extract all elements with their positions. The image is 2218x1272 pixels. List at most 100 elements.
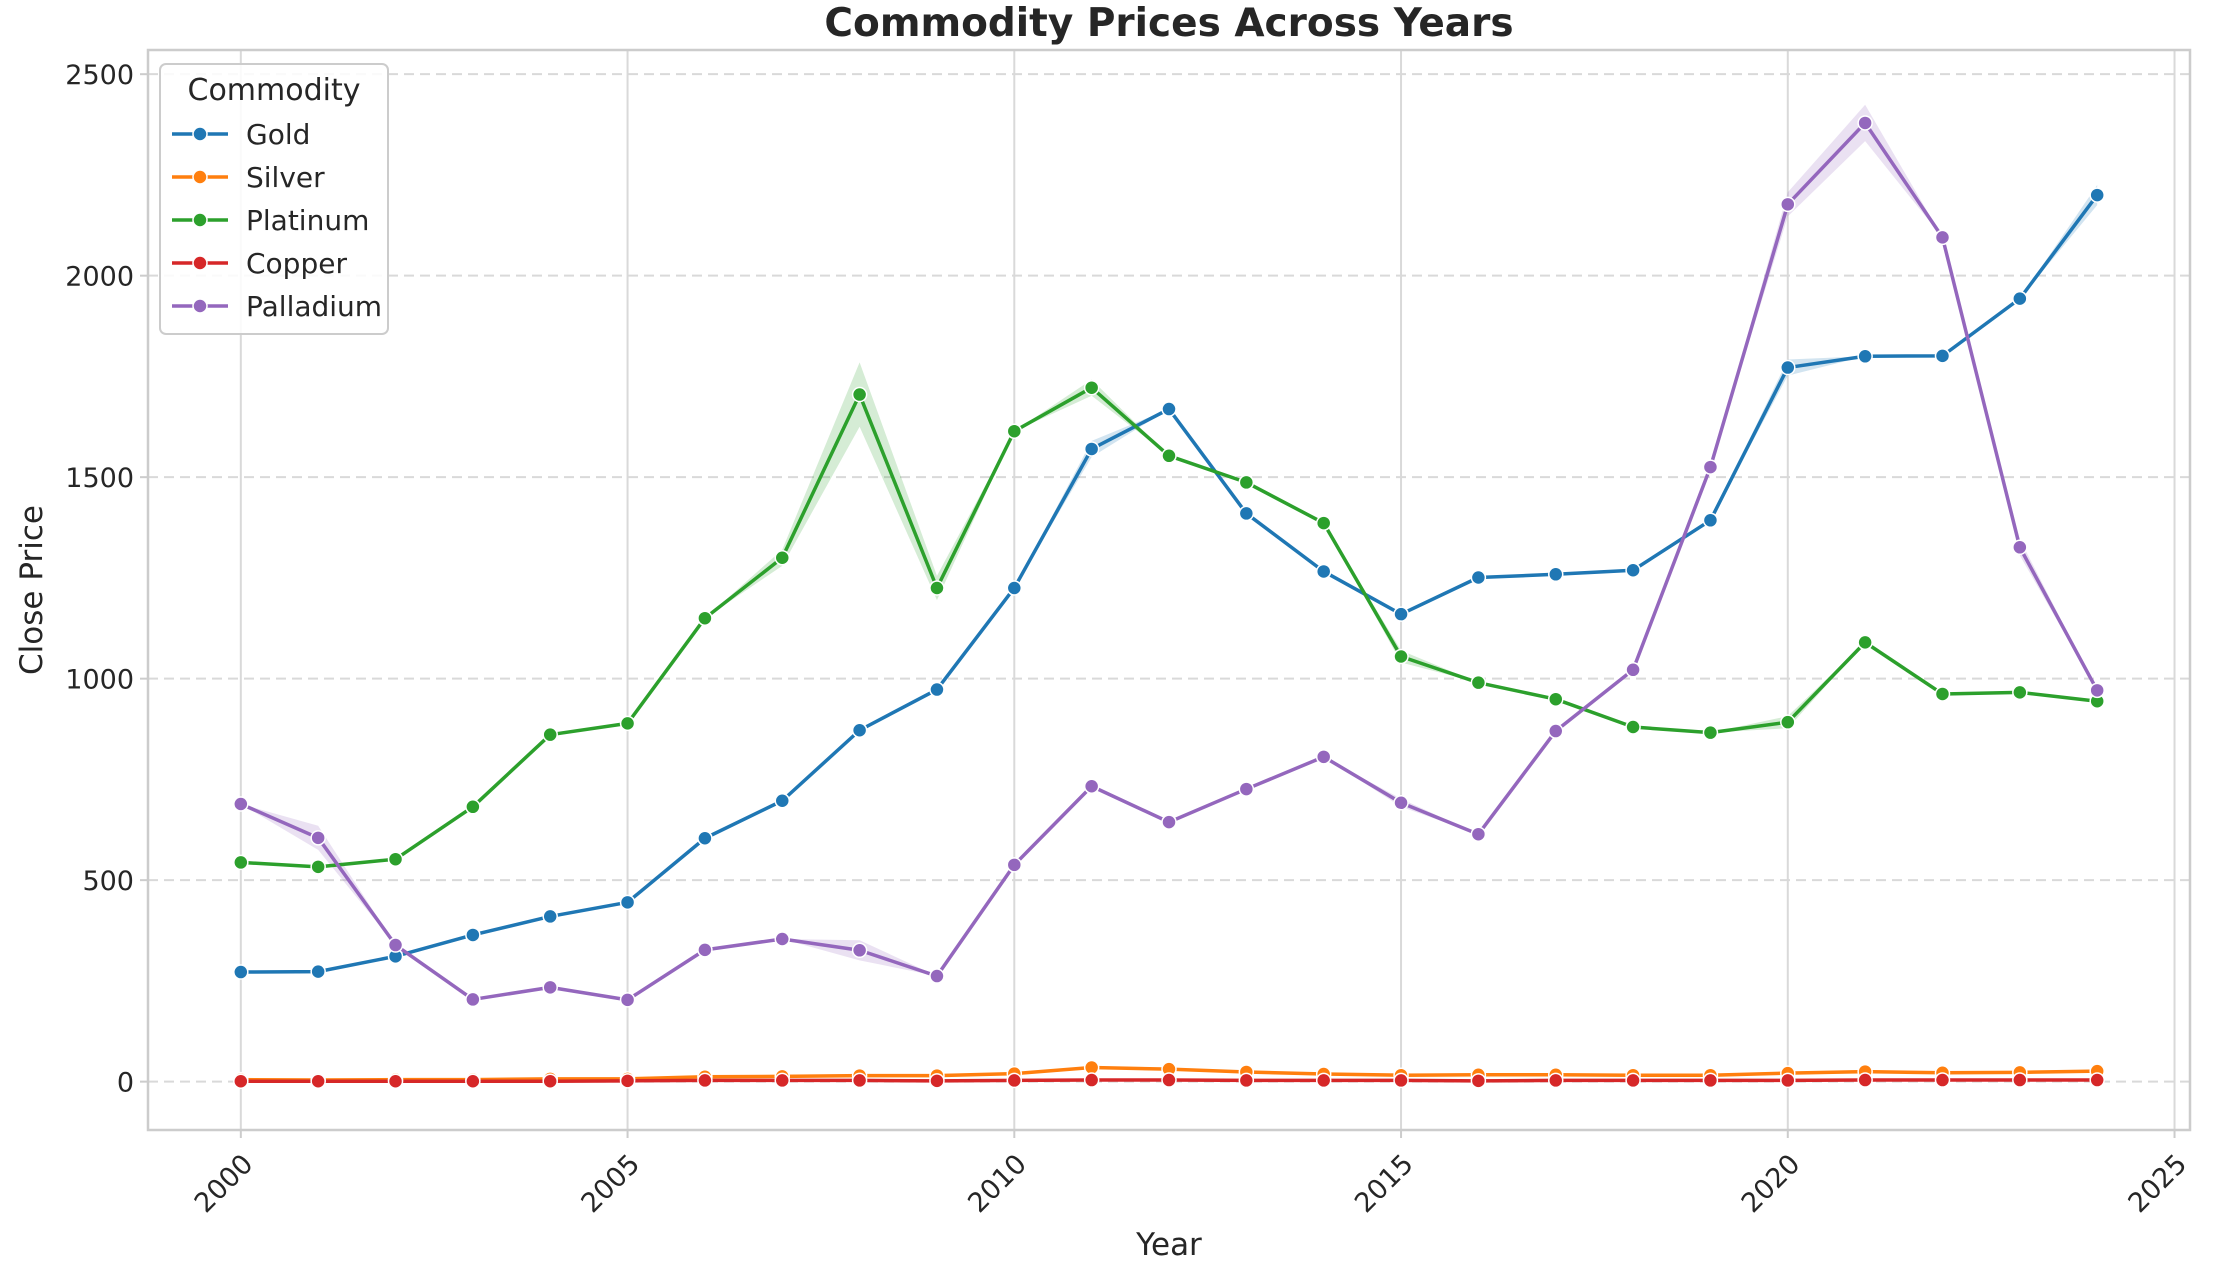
- copper-data-point: [1315, 1072, 1332, 1089]
- palladium-data-point: [1780, 196, 1796, 213]
- copper-data-point: [1470, 1073, 1487, 1089]
- palladium-data-point: [2089, 682, 2105, 699]
- copper-data-point: [1393, 1072, 1409, 1089]
- copper-data-point: [233, 1073, 249, 1089]
- copper-data-point: [851, 1072, 868, 1089]
- gold-data-point: [774, 793, 791, 809]
- legend: Commodity Gold Silver Platinum Copper Pallad…: [159, 63, 389, 335]
- palladium-data-point: [465, 991, 481, 1008]
- gold-data-point: [1083, 441, 1100, 457]
- platinum-data-point: [2012, 684, 2028, 701]
- x-tick-label: 2025: [2123, 1149, 2194, 1220]
- gold-data-point: [1625, 562, 1641, 579]
- copper-data-point: [1625, 1072, 1641, 1089]
- platinum-data-point: [1857, 634, 1873, 651]
- platinum-data-point: [310, 859, 326, 875]
- legend-title: Commodity: [188, 73, 361, 108]
- platinum-data-point: [1238, 474, 1255, 491]
- x-tick-label: 2015: [1349, 1149, 1420, 1220]
- palladium-data-point: [1625, 662, 1641, 678]
- copper-data-point: [2089, 1072, 2105, 1088]
- gold-data-point: [697, 830, 713, 846]
- copper-data-point: [1238, 1072, 1255, 1089]
- legend-item-copper: Copper: [172, 247, 347, 280]
- legend-label-platinum: Platinum: [246, 204, 369, 237]
- gold-data-point: [1702, 512, 1719, 529]
- copper-data-point: [1702, 1072, 1719, 1089]
- copper-data-point: [929, 1073, 945, 1089]
- legend-marker-platinum: [192, 212, 208, 228]
- legend-item-platinum: Platinum: [172, 204, 369, 237]
- gold-data-point: [1857, 348, 1873, 365]
- x-axis-ticks: 2000 2005 2010 2015 2020 2025: [189, 1130, 2193, 1219]
- y-tick-label: 2000: [65, 262, 134, 293]
- y-tick-label: 2500: [65, 60, 134, 91]
- gold-data-point: [929, 681, 945, 698]
- palladium-data-point: [1238, 781, 1255, 797]
- palladium-data-point: [1702, 459, 1719, 475]
- platinum-data-point: [619, 715, 636, 732]
- copper-data-point: [774, 1072, 791, 1089]
- legend-item-silver: Silver: [172, 161, 325, 194]
- legend-marker-copper: [192, 255, 208, 271]
- gold-data-point: [465, 927, 481, 943]
- gold-data-point: [1547, 566, 1564, 583]
- platinum-data-point: [542, 726, 558, 743]
- legend-marker-gold: [192, 126, 208, 142]
- plot-background: [148, 50, 2190, 1130]
- platinum-data-point: [1315, 515, 1332, 531]
- series-markers: [233, 115, 2105, 1089]
- gold-data-point: [2012, 290, 2028, 307]
- copper-data-point: [1006, 1072, 1023, 1089]
- gold-data-point: [1161, 401, 1177, 417]
- gold-data-point: [1934, 348, 1951, 364]
- palladium-data-point: [1006, 857, 1023, 873]
- platinum-data-point: [1934, 686, 1951, 702]
- legend-items: Gold Silver Platinum Copper Palladium: [172, 118, 382, 323]
- gold-data-point: [1238, 505, 1255, 522]
- platinum-data-point: [1470, 674, 1487, 691]
- palladium-data-point: [542, 979, 558, 996]
- legend-label-silver: Silver: [246, 161, 325, 194]
- gold-data-point: [1470, 569, 1487, 586]
- platinum-data-point: [851, 386, 868, 403]
- platinum-data-point: [1625, 719, 1641, 735]
- y-axis-label: Close Price: [14, 505, 50, 675]
- palladium-data-point: [1934, 229, 1951, 246]
- platinum-data-point: [697, 610, 713, 626]
- platinum-data-point: [1393, 648, 1409, 665]
- x-axis-label: Year: [1135, 1227, 1202, 1263]
- platinum-data-point: [774, 550, 791, 566]
- legend-item-palladium: Palladium: [172, 290, 382, 323]
- palladium-data-point: [310, 830, 326, 846]
- y-tick-label: 0: [117, 1068, 134, 1099]
- legend-item-gold: Gold: [172, 118, 310, 151]
- gold-data-point: [1393, 606, 1409, 622]
- platinum-data-point: [465, 799, 481, 815]
- copper-data-point: [697, 1072, 713, 1089]
- x-tick-label: 2000: [189, 1149, 260, 1220]
- copper-data-point: [1857, 1072, 1873, 1088]
- copper-data-point: [1083, 1072, 1100, 1088]
- gold-data-point: [1315, 563, 1332, 580]
- legend-label-gold: Gold: [246, 118, 310, 151]
- copper-data-point: [2012, 1072, 2028, 1088]
- palladium-data-point: [1083, 778, 1100, 795]
- platinum-data-point: [1547, 691, 1564, 707]
- legend-label-palladium: Palladium: [246, 290, 382, 323]
- legend-marker-silver: [192, 169, 208, 185]
- platinum-data-point: [1006, 423, 1023, 439]
- platinum-data-point: [387, 851, 404, 867]
- platinum-data-point: [1702, 724, 1719, 741]
- platinum-data-point: [929, 580, 945, 596]
- palladium-data-point: [1470, 826, 1487, 842]
- palladium-data-point: [619, 992, 636, 1008]
- x-tick-label: 2010: [962, 1149, 1033, 1220]
- palladium-data-point: [774, 931, 791, 947]
- platinum-data-point: [1780, 714, 1796, 730]
- legend-label-copper: Copper: [246, 247, 347, 280]
- copper-data-point: [465, 1073, 481, 1089]
- palladium-data-point: [1547, 723, 1564, 739]
